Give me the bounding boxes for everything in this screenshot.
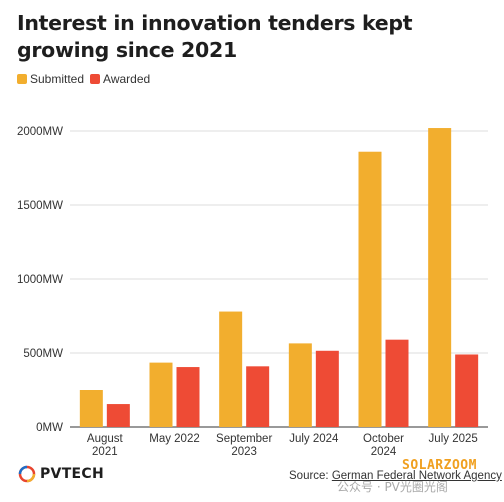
x-tick-label-line: May 2022 [149, 433, 200, 445]
bar-submitted [358, 151, 382, 427]
x-tick-label-line: September [216, 433, 272, 445]
source-link[interactable]: German Federal Network Agency [331, 470, 502, 482]
y-tick-label: 0MW [36, 422, 63, 434]
x-tick-label: July 2025 [429, 433, 478, 445]
source-prefix: Source: [289, 470, 332, 482]
bar-submitted [288, 343, 312, 427]
bar-submitted [219, 311, 243, 427]
bar-awarded [106, 404, 130, 427]
bar-submitted [428, 128, 452, 428]
pvtech-logo-text: PVTECH [40, 466, 105, 482]
watermark-brand: SOLARZOOM [402, 458, 477, 473]
x-tick-label: July 2024 [289, 433, 339, 445]
chart-title: Interest in innovation tenders kept grow… [17, 11, 413, 62]
legend-label-submitted: Submitted [30, 72, 85, 86]
x-tick-label-line: July 2024 [289, 433, 339, 445]
legend-swatch-awarded [90, 74, 101, 84]
legend-item-awarded: Awarded [90, 72, 150, 86]
legend: Submitted Awarded [17, 72, 156, 86]
bar-awarded [315, 350, 339, 427]
x-tick-label: September 2023 [216, 433, 272, 458]
y-tick-label: 500MW [23, 348, 63, 360]
bar-submitted [149, 362, 173, 427]
bar-awarded [455, 354, 479, 427]
bar-awarded [176, 367, 200, 427]
bar-awarded [246, 366, 270, 427]
y-tick-label: 1500MW [17, 200, 63, 212]
pvtech-logo-icon [18, 465, 36, 483]
y-tick-label: 1000MW [17, 274, 63, 286]
x-tick-label-line: October [363, 433, 404, 445]
source-note: Source: German Federal Network Agency [289, 470, 502, 482]
x-tick-label: May 2022 [149, 433, 200, 445]
bar-awarded [385, 339, 409, 427]
x-tick-label: August 2021 [87, 433, 124, 458]
legend-item-submitted: Submitted [17, 72, 84, 86]
pvtech-logo: PVTECH [16, 465, 104, 483]
x-tick-label-line: July 2025 [429, 433, 478, 445]
x-tick-label-line: 2024 [371, 446, 397, 458]
y-tick-label: 2000MW [17, 126, 63, 138]
x-tick-label-line: August [87, 433, 124, 445]
x-tick-label: October 2024 [363, 433, 404, 458]
x-tick-label-line: 2021 [92, 446, 118, 458]
legend-label-awarded: Awarded [103, 72, 151, 86]
bar-submitted [79, 390, 103, 427]
watermark-account: 公众号 · PV光圈光阁 [337, 480, 448, 494]
x-tick-label-line: 2023 [231, 446, 257, 458]
legend-swatch-submitted [17, 74, 27, 84]
